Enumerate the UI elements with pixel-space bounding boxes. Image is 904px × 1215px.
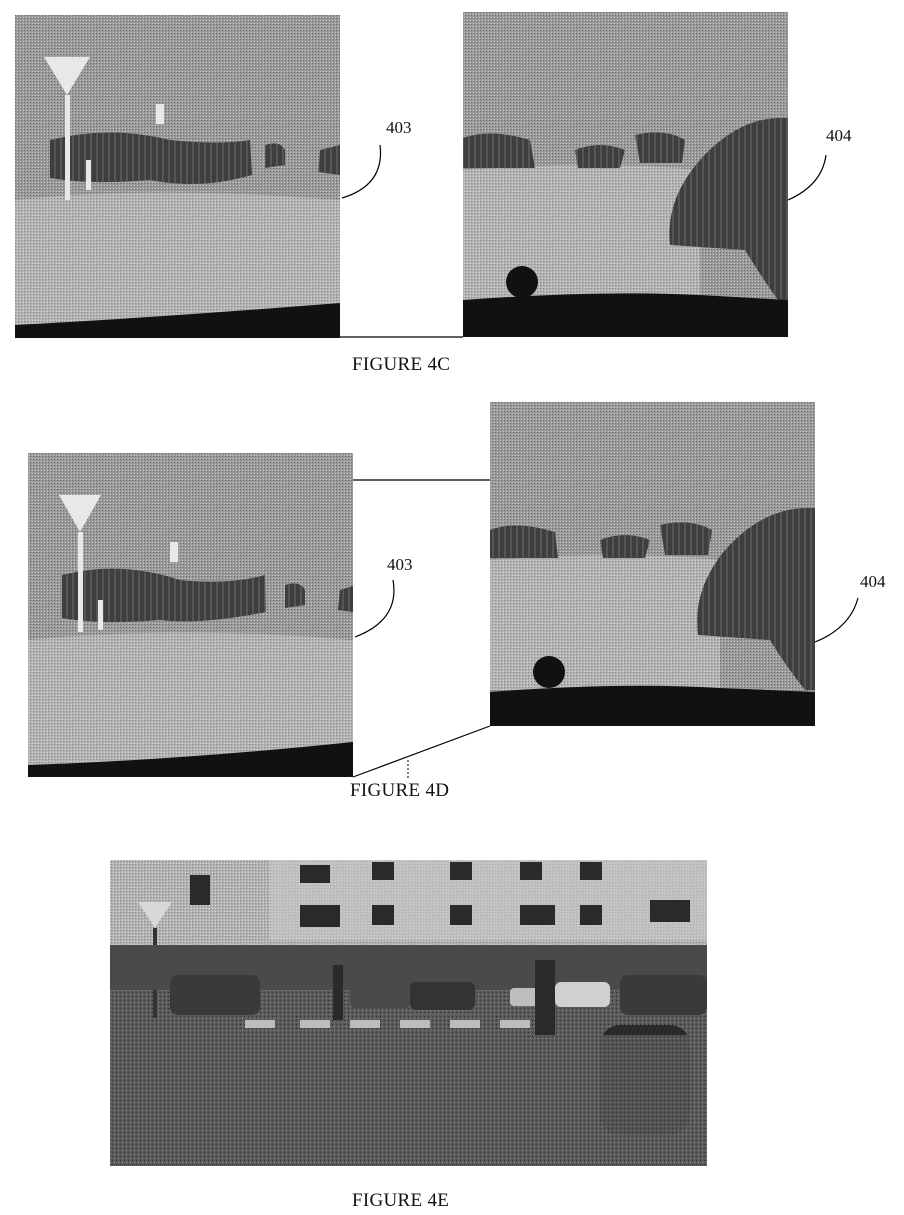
vehicle-region [50, 132, 252, 184]
leader-line-404 [787, 154, 827, 201]
vehicle-region [62, 568, 266, 623]
figure-4d [28, 402, 859, 780]
round-object [533, 656, 565, 688]
person-region [669, 117, 788, 300]
building-windows [190, 862, 690, 927]
figure-4c [15, 12, 827, 338]
leader-line-403 [354, 579, 395, 638]
leader-line-404 [814, 597, 859, 643]
person-region [697, 507, 815, 690]
yield-sign-shape [138, 902, 172, 928]
reference-numeral-403: 403 [386, 118, 412, 137]
figure-4d-right-panel [490, 402, 815, 726]
figure-4c-right-panel [463, 12, 788, 337]
leader-line-403 [341, 144, 382, 199]
yield-sign-shape [59, 495, 101, 532]
cyclist [535, 960, 555, 1035]
pedestrian [333, 965, 343, 1020]
parked-cars [170, 975, 707, 1015]
figure-caption: FIGURE 4E [352, 1190, 450, 1211]
reference-numeral-404: 404 [860, 572, 886, 591]
crosswalk [245, 1020, 530, 1028]
round-object [506, 266, 538, 298]
reference-numeral-404: 404 [826, 126, 852, 145]
figure-4c-left-panel [15, 15, 340, 338]
yield-sign-shape [44, 57, 90, 95]
figure-caption: FIGURE 4C [352, 354, 451, 375]
reference-numeral-403: 403 [387, 555, 413, 574]
figure-4d-left-panel [28, 453, 353, 777]
figure-4e-photo [110, 860, 707, 1166]
figure-caption: FIGURE 4D [350, 780, 450, 801]
